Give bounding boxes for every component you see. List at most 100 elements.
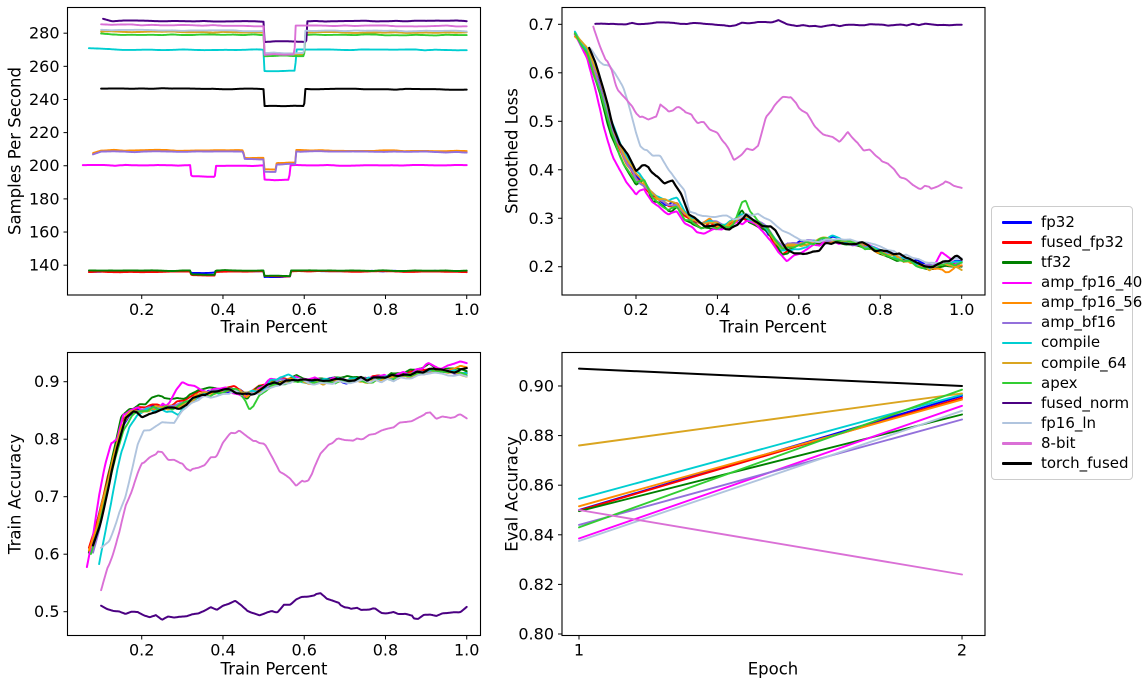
y-tick-label: 0.86 [518, 476, 554, 495]
legend-label: fp32 [1041, 213, 1075, 231]
series-fused_norm [100, 592, 468, 621]
series-amp_fp16_56 [92, 148, 468, 171]
x-tick-label: 0.2 [623, 300, 648, 319]
legend-item-fp32: fp32 [1002, 213, 1128, 232]
x-tick-label: 2 [957, 641, 967, 660]
series-apex [89, 368, 468, 555]
legend-swatch-amp_fp16_40 [1002, 281, 1032, 284]
series-group [573, 19, 963, 274]
ylabel-smoothed-loss: Smoothed Loss [502, 88, 522, 214]
series-apex [573, 32, 963, 270]
y-tick-label: 0.6 [34, 545, 59, 564]
y-tick-label: 180 [29, 189, 60, 208]
legend-swatch-fused_norm [1002, 402, 1032, 405]
plot-train-accuracy: 0.2 0.4 0.6 0.8 1.0 0.5 0.6 0.7 0.8 0.9 [34, 351, 482, 660]
legend-swatch-fused_fp32 [1002, 241, 1032, 244]
x-tick-label: 0.8 [868, 300, 893, 319]
legend-swatch-amp_bf16 [1002, 321, 1032, 325]
xlabel-train-percent-top-left: Train Percent [220, 317, 328, 337]
y-tick-label: 0.6 [529, 63, 554, 82]
plot-eval-accuracy: 1 2 0.80 0.82 0.84 0.86 0.88 0.90 [518, 351, 986, 660]
xlabel-train-percent-bottom-left: Train Percent [220, 659, 328, 679]
x-tick-label: 0.8 [373, 300, 398, 319]
y-tick-label: 0.9 [34, 372, 59, 391]
x-tick-label: 1.0 [949, 300, 974, 319]
x-tick-label: 0.2 [129, 300, 154, 319]
series-amp_fp16_40 [81, 163, 468, 182]
x-tick-label: 0.2 [129, 641, 154, 660]
series-tf32 [87, 362, 468, 554]
y-tick-label: 0.7 [34, 487, 59, 506]
x-tick-label: 0.4 [210, 300, 235, 319]
plot-border [561, 351, 986, 637]
x-tick-label: 0.8 [373, 641, 398, 660]
series-fused_fp32 [87, 368, 468, 549]
y-tick-label: 0.2 [529, 257, 554, 276]
series-group [81, 17, 468, 279]
legend-item-8-bit: 8-bit [1002, 434, 1128, 453]
y-tick-label: 160 [29, 223, 60, 242]
x-tick-label: 0.4 [705, 300, 730, 319]
plot-samples-per-second: 0.2 0.4 0.6 0.8 1.0 140 160 180 200 220 240 260 280 [29, 6, 482, 319]
ylabel-eval-accuracy: Eval Accuracy [502, 436, 522, 552]
legend-item-amp_fp16_56: amp_fp16_56 [1002, 293, 1142, 312]
y-tick-label: 260 [29, 57, 60, 76]
series-fp16_ln [578, 409, 963, 542]
legend: fp32 fused_fp32 tf32 amp_fp16_40 amp_fp16_56… [991, 206, 1142, 480]
y-tick-label: 0.90 [518, 376, 554, 395]
legend-label: amp_fp16_56 [1041, 293, 1143, 312]
y-tick-label: 0.82 [518, 575, 554, 594]
x-tick-label: 0.6 [291, 641, 316, 660]
series-8-bit [592, 25, 963, 190]
series-amp_bf16 [578, 418, 963, 526]
series-apex [578, 388, 963, 529]
y-tick-label: 0.88 [518, 426, 554, 445]
series-torch_fused [91, 367, 468, 547]
legend-label: fp16_ln [1041, 413, 1097, 432]
xlabel-epoch: Epoch [747, 659, 799, 679]
legend-swatch-compile [1002, 341, 1032, 345]
y-tick-label: 0.5 [529, 112, 554, 131]
y-tick-label: 140 [29, 256, 60, 275]
series-8-bit [100, 23, 468, 56]
series-tf32 [578, 413, 963, 513]
legend-swatch-amp_fp16_56 [1002, 301, 1032, 304]
series-amp_fp16_56 [87, 364, 468, 552]
series-8-bit [578, 509, 963, 576]
series-group [578, 367, 963, 576]
series-compile [87, 47, 468, 73]
y-tick-label: 0.4 [529, 160, 554, 179]
x-tick-label: 0.6 [291, 300, 316, 319]
x-tick-label: 1.0 [454, 641, 479, 660]
y-tick-label: 220 [29, 123, 60, 142]
y-tick-label: 0.80 [518, 625, 554, 644]
plot-smoothed-loss: 0.2 0.4 0.6 0.8 1.0 0.2 0.3 0.4 0.5 0.6 0.7 [529, 6, 986, 319]
series-torch_fused [588, 46, 963, 269]
plot-border [66, 351, 482, 637]
series-8-bit [100, 411, 468, 592]
legend-label: fused_fp32 [1041, 233, 1124, 252]
series-amp_bf16 [92, 150, 468, 173]
legend-label: compile_64 [1041, 353, 1127, 372]
legend-item-fused_norm: fused_norm [1002, 393, 1130, 413]
legend-item-torch_fused: torch_fused [1002, 454, 1129, 473]
legend-label: compile [1041, 333, 1101, 352]
y-tick-label: 280 [29, 24, 60, 43]
legend-item-amp_bf16: amp_bf16 [1002, 313, 1128, 332]
legend-label: fused_norm [1041, 393, 1130, 412]
y-tick-label: 0.3 [529, 209, 554, 228]
series-fp16_ln [100, 28, 468, 55]
x-tick-label: 1 [574, 641, 584, 660]
y-tick-label: 240 [29, 90, 60, 109]
legend-item-fused_fp32: fused_fp32 [1002, 233, 1128, 252]
ylabel-samples-per-second: Samples Per Second [5, 67, 25, 235]
legend-swatch-compile_64 [1002, 361, 1032, 365]
series-fp16_ln [100, 371, 468, 549]
y-tick-label: 0.7 [529, 15, 554, 34]
legend-swatch-fp16_ln [1002, 422, 1032, 425]
legend-swatch-apex [1002, 381, 1032, 385]
series-fused_norm [594, 19, 963, 28]
legend-label: amp_fp16_40 [1041, 273, 1143, 292]
